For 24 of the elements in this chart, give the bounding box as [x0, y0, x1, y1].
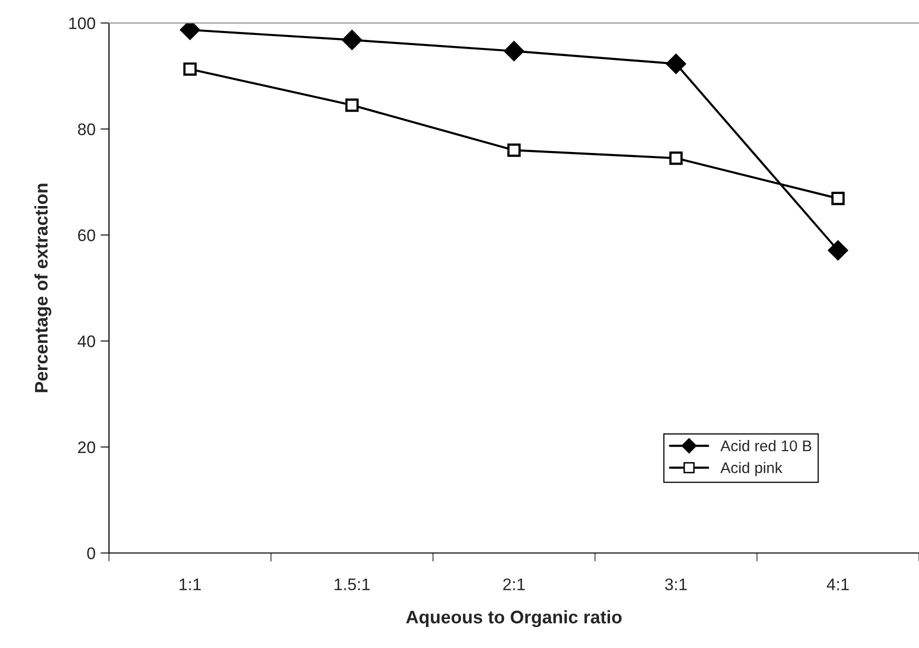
y-tick-label: 100 — [69, 17, 96, 30]
point — [669, 151, 683, 165]
point — [342, 30, 362, 50]
point — [507, 144, 521, 157]
point — [666, 54, 686, 74]
x-tick-label: 4:1 — [826, 578, 849, 590]
x-tick-label: 2:1 — [503, 578, 525, 590]
y-tick-label: 40 — [78, 335, 96, 348]
y-tick-label: 20 — [78, 441, 96, 454]
x-tick-label: 1:1 — [180, 578, 201, 590]
y-tick-label: 80 — [78, 123, 96, 136]
legend-label: Acid pink — [720, 462, 782, 476]
y-tick-label: 60 — [78, 229, 96, 242]
y-tick-label: 0 — [87, 547, 96, 560]
x-axis-title: Aqueous to Organic ratio — [406, 610, 622, 628]
x-tick-label: 3:1 — [665, 578, 687, 590]
point — [345, 98, 359, 112]
point — [831, 192, 845, 206]
y-axis-title: Percentage of extraction — [34, 184, 52, 392]
x-tick-label: 1.5:1 — [334, 578, 370, 590]
point — [504, 41, 524, 62]
point — [183, 62, 197, 76]
point — [828, 240, 848, 260]
legend-label: Acid red 10 B — [720, 440, 812, 452]
